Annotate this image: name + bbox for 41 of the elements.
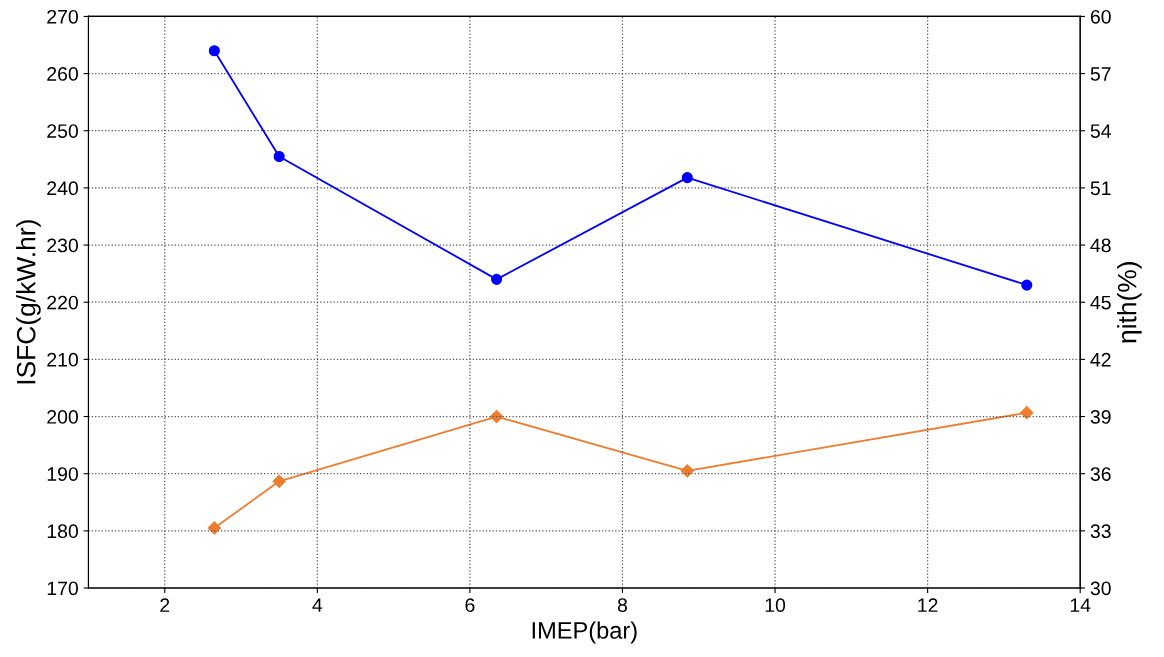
y2-tick-label: 51	[1090, 181, 1111, 196]
point	[680, 464, 694, 478]
y-axis-title: ISFC(g/kW.hr)	[16, 220, 41, 384]
y-tick-label: 250	[47, 124, 78, 138]
x-tick-label: 10	[765, 598, 786, 613]
point	[272, 474, 286, 488]
y-tick-label: 190	[47, 467, 78, 481]
y2-tick-label: 60	[1090, 9, 1111, 24]
x-tick-label: 14	[1070, 598, 1091, 612]
x-tick-label: 2	[160, 598, 170, 612]
y-tick-label: 240	[47, 181, 78, 196]
x-axis-title: IMEP(bar)	[532, 621, 637, 644]
y2-tick-label: 48	[1090, 238, 1111, 253]
y-tick-label: 230	[47, 238, 78, 253]
y-tick-label: 200	[47, 410, 78, 424]
y2-tick-label: 54	[1090, 124, 1111, 138]
point	[208, 45, 220, 57]
point	[273, 150, 285, 163]
y2-tick-label: 42	[1090, 352, 1111, 367]
point	[207, 521, 221, 535]
y-tick-label: 210	[47, 352, 78, 367]
y-tick-label: 180	[47, 524, 78, 539]
y2-tick-label: 57	[1090, 67, 1111, 81]
y2-axis-title: ηith(%)	[1117, 262, 1142, 343]
y2-tick-label: 33	[1090, 524, 1111, 539]
point	[1020, 406, 1034, 420]
x-tick-label: 8	[617, 598, 628, 613]
y2-tick-label: 45	[1090, 295, 1111, 310]
y-tick-label: 220	[47, 295, 78, 310]
point	[681, 172, 693, 184]
point	[491, 273, 503, 285]
y-tick-label: 260	[47, 67, 78, 81]
x-tick-label: 4	[312, 598, 323, 612]
y2-tick-label: 39	[1090, 410, 1111, 424]
point	[1021, 279, 1033, 291]
y-tick-label: 170	[47, 581, 78, 596]
x-tick-label: 12	[918, 598, 938, 612]
y2-tick-label: 36	[1090, 467, 1111, 481]
x-tick-label: 6	[465, 598, 475, 613]
y2-tick-label: 30	[1090, 581, 1111, 596]
y-tick-label: 270	[47, 9, 78, 24]
